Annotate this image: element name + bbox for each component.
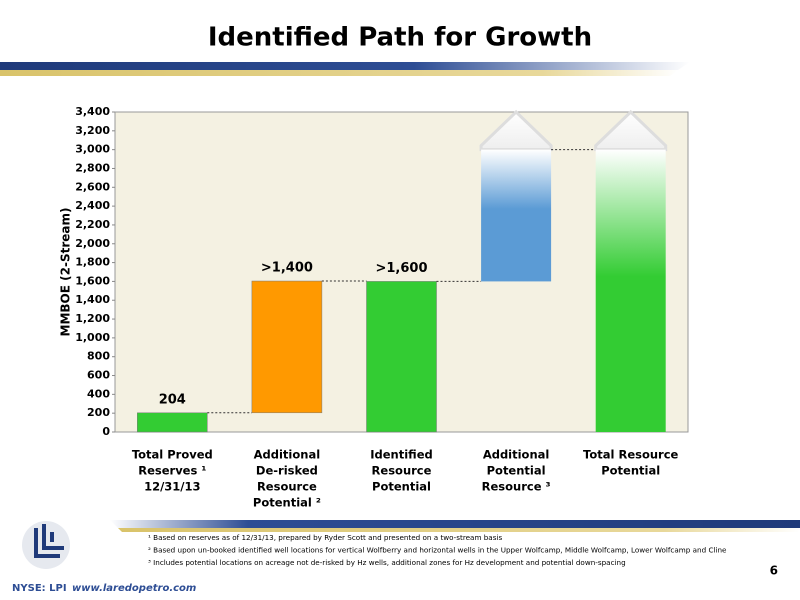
footer-band-gold (118, 528, 800, 532)
x-tick-label: Additional (483, 448, 550, 462)
title: Identified Path for Growth (208, 23, 592, 53)
bar (595, 149, 666, 432)
logo (22, 521, 70, 569)
page-number: 6 (770, 564, 778, 578)
y-tick-label: 2,400 (75, 199, 110, 212)
y-tick-label: 3,200 (75, 124, 110, 137)
bar (366, 281, 437, 433)
x-tick-label: Potential (487, 464, 546, 478)
y-tick-label: 1,800 (75, 256, 110, 269)
y-tick-label: 2,600 (75, 180, 110, 193)
x-tick-label: Total Resource (583, 448, 678, 462)
footnote: ¹ Based on reserves as of 12/31/13, prep… (148, 533, 502, 542)
x-tick-label: Potential (601, 464, 660, 478)
x-tick-label: 12/31/13 (144, 480, 200, 494)
y-tick-label: 3,400 (75, 105, 110, 118)
x-tick-label: De-risked (256, 464, 318, 478)
x-tick-label: Resource (257, 480, 317, 494)
value-label: 204 (159, 392, 186, 407)
header-band (0, 62, 690, 70)
header-band-gold (0, 70, 678, 76)
footnote: ² Based upon un-booked identified well l… (148, 546, 727, 555)
x-tick-label: Resource (372, 464, 432, 478)
y-tick-label: 2,800 (75, 161, 110, 174)
y-tick-label: 3,000 (75, 143, 110, 156)
value-label: >1,400 (261, 261, 313, 276)
y-tick-label: 400 (87, 387, 110, 400)
y-tick-label: 2,000 (75, 237, 110, 250)
y-tick-label: 800 (87, 350, 110, 363)
bar (251, 280, 323, 414)
y-tick-label: 1,000 (75, 331, 110, 344)
y-tick-label: 2,200 (75, 218, 110, 231)
x-tick-label: Identified (370, 448, 433, 462)
y-tick-label: 0 (102, 425, 110, 438)
x-tick-label: Reserves ¹ (138, 464, 206, 478)
y-axis-label: MMBOE (2-Stream) (59, 208, 73, 337)
footnote: ³ Includes potential locations on acreag… (148, 558, 626, 567)
x-tick-label: Potential (372, 480, 431, 494)
x-tick-label: Resource ³ (482, 480, 551, 494)
y-tick-label: 1,600 (75, 274, 110, 287)
y-tick-label: 1,200 (75, 312, 110, 325)
y-tick-label: 600 (87, 369, 110, 382)
footer-band (110, 520, 800, 528)
y-tick-label: 200 (87, 406, 110, 419)
ticker: NYSE: LPI (12, 583, 67, 594)
x-tick-label: Potential ² (253, 496, 321, 510)
bar (137, 412, 208, 433)
website: www.laredopetro.com (72, 583, 196, 594)
y-tick-label: 1,400 (75, 293, 110, 306)
value-label: >1,600 (375, 261, 427, 276)
x-tick-label: Additional (254, 448, 321, 462)
x-tick-label: Total Proved (132, 448, 213, 462)
bar (481, 149, 552, 282)
